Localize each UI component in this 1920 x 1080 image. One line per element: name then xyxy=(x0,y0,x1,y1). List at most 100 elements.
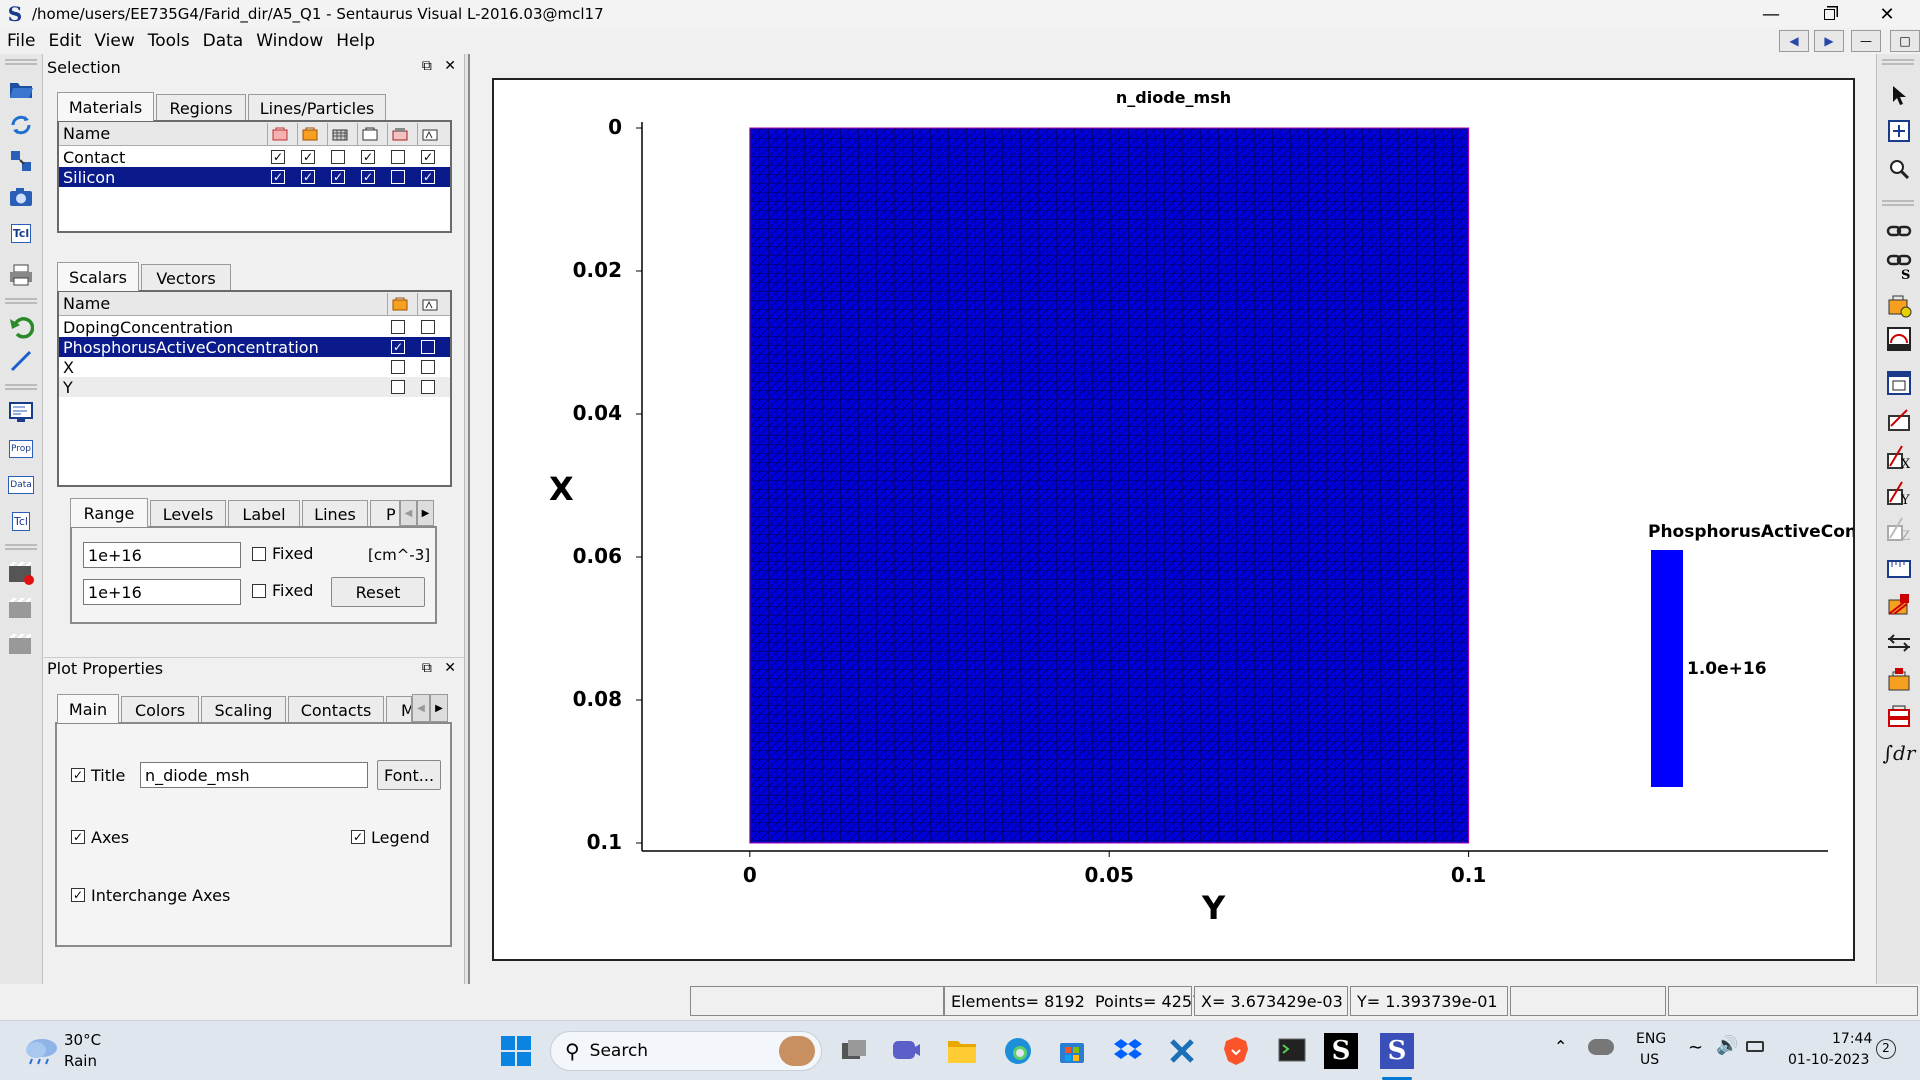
material-row[interactable]: Silicon ✓ ✓ ✓ ✓ ✓ xyxy=(59,167,450,187)
material-visibility-checkbox[interactable]: ✓ xyxy=(361,170,375,184)
tab-colors[interactable]: Colors xyxy=(121,696,199,723)
menu-help[interactable]: Help xyxy=(336,31,375,51)
scalar-row[interactable]: DopingConcentration xyxy=(59,317,450,337)
material-visibility-checkbox[interactable]: ✓ xyxy=(301,150,315,164)
gauge-icon[interactable] xyxy=(1884,324,1914,354)
title-checkbox[interactable]: ✓ xyxy=(71,768,85,782)
tab-contacts[interactable]: Contacts xyxy=(288,696,384,723)
taskbar-search-box[interactable]: ⚲ Search xyxy=(550,1031,822,1071)
dropbox-icon[interactable] xyxy=(1106,1029,1150,1073)
file-explorer-icon[interactable] xyxy=(940,1029,984,1073)
scalar-visibility-checkbox[interactable] xyxy=(391,380,405,394)
panel-float-close-icons[interactable]: ⧉ ✕ xyxy=(421,660,460,676)
font-button[interactable]: Font... xyxy=(377,760,441,790)
material-visibility-checkbox[interactable]: ✓ xyxy=(301,170,315,184)
scalar-visibility-checkbox[interactable]: ✓ xyxy=(391,340,405,354)
onedrive-cloud-icon[interactable] xyxy=(1588,1039,1614,1055)
menu-tools[interactable]: Tools xyxy=(147,31,190,51)
material-visibility-checkbox[interactable]: ✓ xyxy=(271,150,285,164)
zoom-icon[interactable] xyxy=(1884,154,1914,184)
open-folder-icon[interactable] xyxy=(6,74,36,104)
show-bulk-col-icon[interactable] xyxy=(387,293,411,315)
reset-button[interactable]: Reset xyxy=(331,577,425,607)
camera-icon[interactable] xyxy=(6,182,36,212)
cut-y-icon[interactable]: Y xyxy=(1884,478,1914,508)
material-visibility-checkbox[interactable]: ✓ xyxy=(361,150,375,164)
tab-lines-particles[interactable]: Lines/Particles xyxy=(248,94,386,121)
menu-window[interactable]: Window xyxy=(256,31,324,51)
movie-export-icon[interactable] xyxy=(6,630,36,660)
movie-frames-icon[interactable] xyxy=(6,594,36,624)
teams-chat-icon[interactable] xyxy=(884,1029,928,1073)
bulk-material-icon[interactable] xyxy=(1884,664,1914,694)
print-icon[interactable] xyxy=(6,260,36,290)
lang-eng[interactable]: ENG xyxy=(1636,1031,1667,1047)
legend-checkbox[interactable]: ✓ xyxy=(351,830,365,844)
show-grid-col-icon[interactable] xyxy=(327,123,351,145)
start-windows-icon[interactable] xyxy=(494,1029,538,1073)
next-window-button[interactable]: ▶ xyxy=(1814,30,1844,52)
weather-rain-icon[interactable] xyxy=(22,1035,62,1067)
close-window-button[interactable]: ✕ xyxy=(1879,3,1895,25)
tab-main[interactable]: Main xyxy=(57,694,119,723)
menu-view[interactable]: View xyxy=(94,31,135,51)
tcl-script-icon[interactable]: Tcl xyxy=(6,218,36,248)
store-icon[interactable] xyxy=(1050,1029,1094,1073)
show-layer-col-icon[interactable] xyxy=(387,123,411,145)
show-mesh-col-icon[interactable] xyxy=(267,123,291,145)
material-visibility-checkbox[interactable]: ✓ xyxy=(421,170,435,184)
range-max-input[interactable]: 1e+16 xyxy=(83,579,241,605)
cross-section-icon[interactable] xyxy=(1884,628,1914,658)
material-visibility-checkbox[interactable]: ✓ xyxy=(421,150,435,164)
material-visibility-checkbox[interactable] xyxy=(391,170,405,184)
brave-browser-icon[interactable] xyxy=(1214,1029,1258,1073)
scalar-visibility-checkbox[interactable] xyxy=(391,320,405,334)
tab-scroll-right-icon[interactable]: ▶ xyxy=(417,500,434,526)
material-visibility-checkbox[interactable] xyxy=(331,150,345,164)
tab-levels[interactable]: Levels xyxy=(150,500,226,527)
region-delete-icon[interactable] xyxy=(1884,700,1914,730)
scalar-visibility-checkbox[interactable] xyxy=(421,360,435,374)
axes-checkbox[interactable]: ✓ xyxy=(71,830,85,844)
prev-window-button[interactable]: ◀ xyxy=(1779,30,1809,52)
material-visibility-checkbox[interactable]: ✓ xyxy=(271,170,285,184)
wifi-icon[interactable]: ∼ xyxy=(1688,1037,1704,1058)
draw-line-icon[interactable] xyxy=(6,346,36,376)
tab-m-truncated[interactable]: M xyxy=(386,696,412,723)
tab-regions[interactable]: Regions xyxy=(156,94,246,121)
menu-edit[interactable]: Edit xyxy=(48,31,82,51)
battery-icon[interactable] xyxy=(1746,1041,1764,1052)
show-bulk-col-icon[interactable] xyxy=(297,123,321,145)
cut-plane-icon[interactable] xyxy=(1884,404,1914,434)
material-visibility-checkbox[interactable]: ✓ xyxy=(331,170,345,184)
link-icon[interactable] xyxy=(1884,216,1914,246)
xming-terminal-icon[interactable] xyxy=(1270,1029,1314,1073)
tab-p-truncated[interactable]: P xyxy=(370,500,400,527)
scalar-visibility-checkbox[interactable] xyxy=(421,380,435,394)
transform-icon[interactable] xyxy=(6,146,36,176)
sentaurus-visual-icon[interactable]: S xyxy=(1380,1033,1414,1069)
mdi-maximize-button[interactable]: □ xyxy=(1890,30,1920,52)
tab-label[interactable]: Label xyxy=(228,500,300,527)
edge-browser-icon[interactable] xyxy=(996,1029,1040,1073)
volume-icon[interactable]: 🔊 xyxy=(1716,1035,1739,1056)
record-movie-icon[interactable] xyxy=(6,558,36,588)
scalar-row[interactable]: X xyxy=(59,357,450,377)
show-border-col-icon[interactable] xyxy=(357,123,381,145)
fixed-min-checkbox[interactable] xyxy=(252,547,266,561)
clock-time[interactable]: 17:44 xyxy=(1832,1031,1873,1047)
scalar-row[interactable]: Y xyxy=(59,377,450,397)
integrate-icon[interactable]: ∫dr xyxy=(1882,741,1916,765)
mdi-minimize-button[interactable]: — xyxy=(1851,30,1881,52)
scalar-row[interactable]: PhosphorusActiveConcentration ✓ xyxy=(59,337,450,357)
tab-scaling[interactable]: Scaling xyxy=(201,696,286,723)
sentaurus-app-icon[interactable]: S xyxy=(1324,1033,1358,1069)
show-hidden-icons-chevron-icon[interactable]: ⌃ xyxy=(1554,1037,1568,1056)
plot-area[interactable]: n_diode_msh 0 0.05 0.1 0 0.02 0.04 0.06 0.08 0.1… xyxy=(492,78,1855,961)
color-map-icon[interactable] xyxy=(1884,590,1914,620)
show-label-col-icon[interactable] xyxy=(417,123,441,145)
restore-button[interactable] xyxy=(1800,0,1858,28)
scalar-visibility-checkbox[interactable] xyxy=(421,320,435,334)
minimize-button[interactable]: — xyxy=(1762,3,1780,25)
title-input[interactable]: n_diode_msh xyxy=(140,762,368,788)
